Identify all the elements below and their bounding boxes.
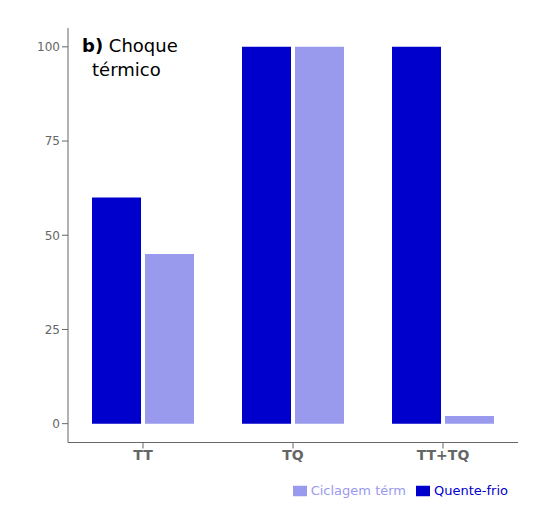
html-text:b) Choque: b) Choque [82, 35, 178, 56]
html-text:Quente-frio: Quente-frio [434, 482, 508, 498]
svg-text:100: 100 [37, 40, 60, 54]
html-text:Ciclagem térm: Ciclagem térm [310, 482, 406, 498]
svg-text:50: 50 [45, 229, 60, 243]
html-text:térmico: térmico [92, 59, 161, 80]
svg-text:TT+TQ: TT+TQ [417, 447, 470, 463]
svg-text:0: 0 [52, 417, 60, 431]
svg-text:25: 25 [45, 323, 60, 337]
svg-text:TT: TT [133, 447, 153, 463]
svg-text:TQ: TQ [282, 447, 304, 463]
svg-text:75: 75 [45, 134, 60, 148]
